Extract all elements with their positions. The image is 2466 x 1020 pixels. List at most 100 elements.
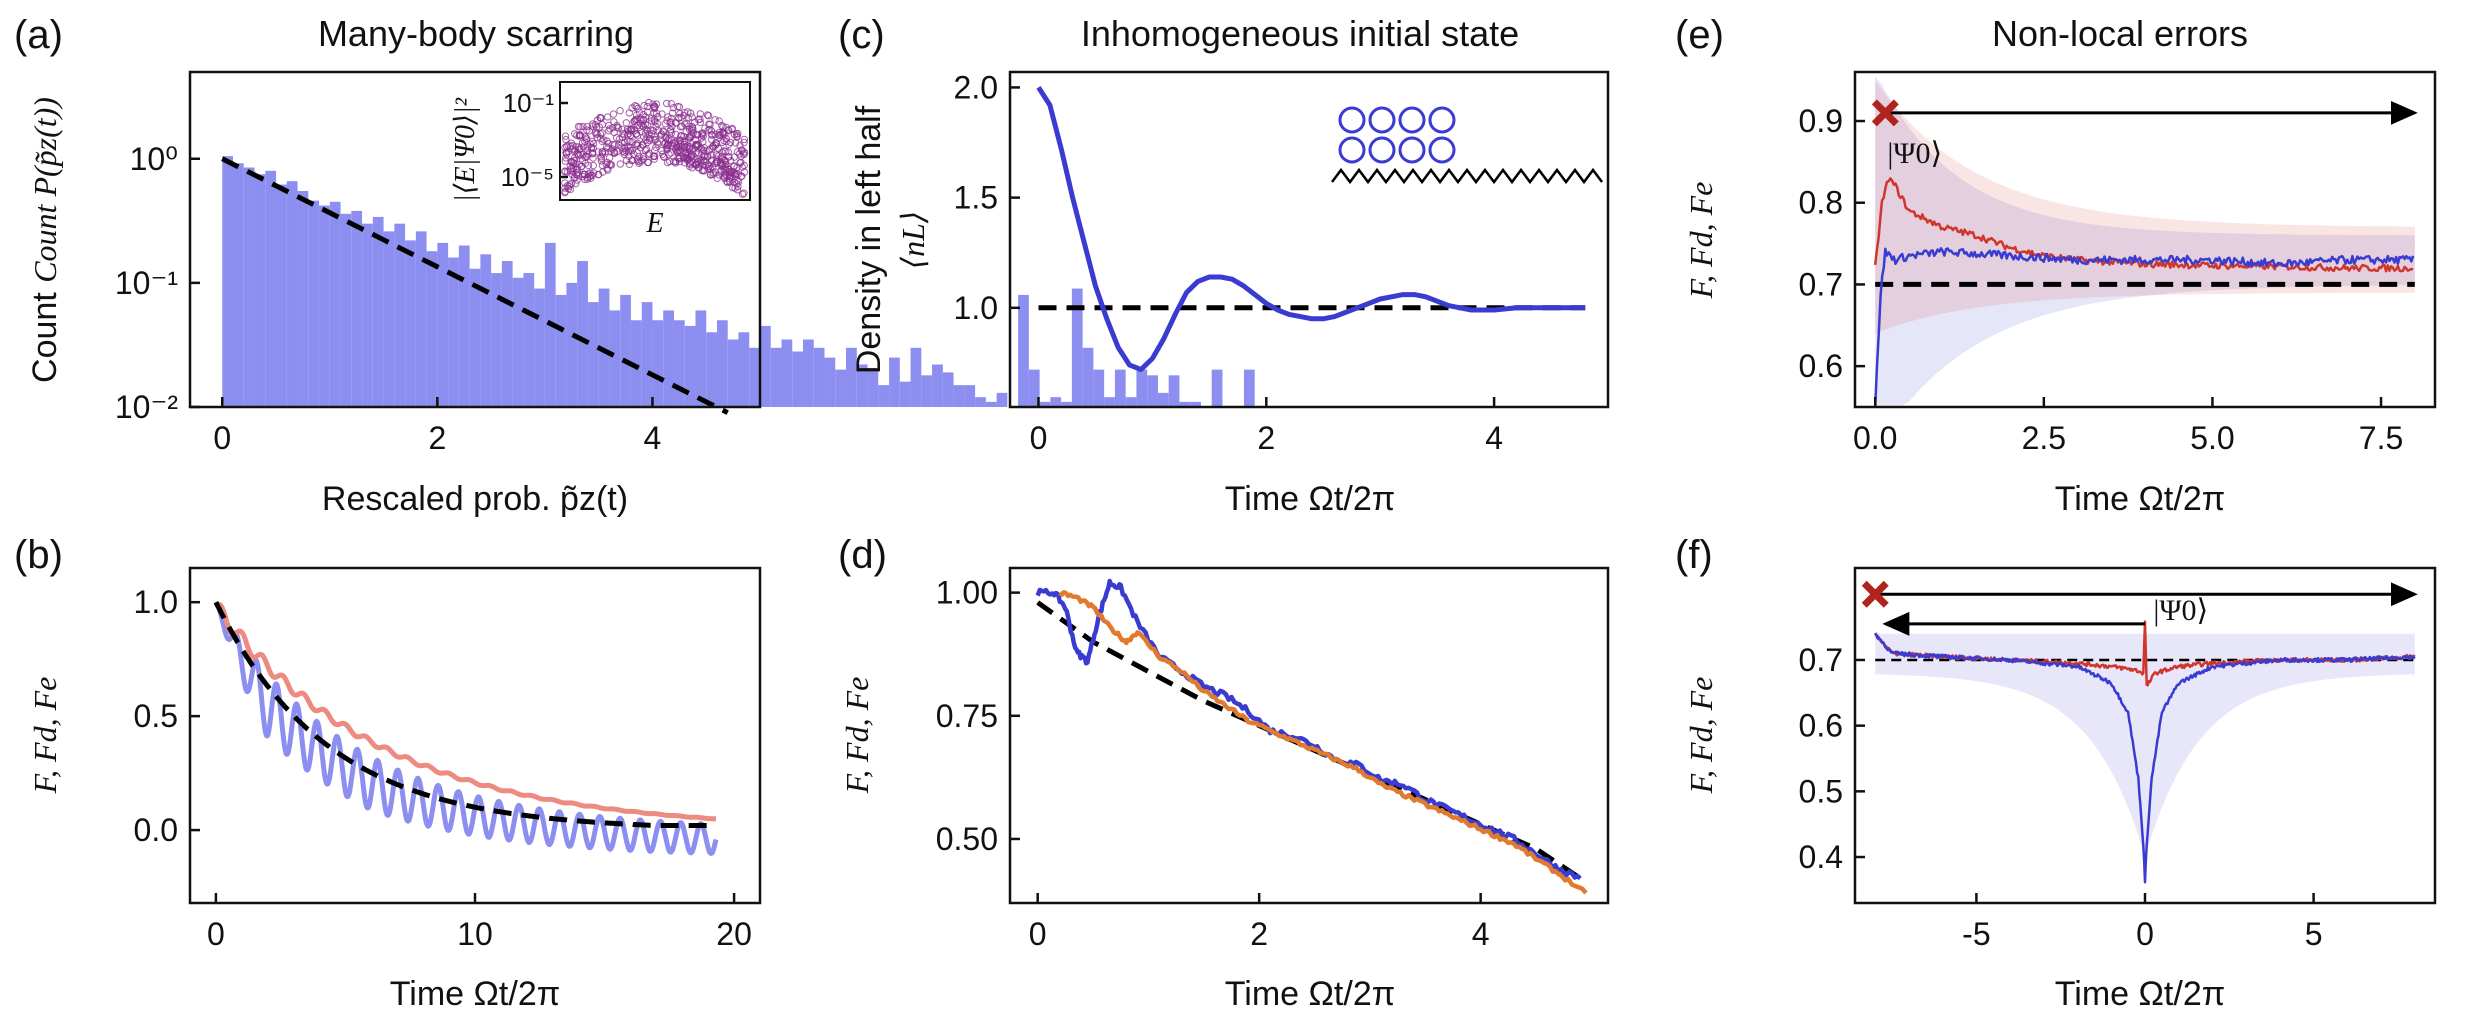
panel-d-frame bbox=[1008, 566, 1610, 905]
histogram-bar bbox=[286, 181, 298, 407]
inset-point bbox=[575, 145, 583, 154]
panel-c-ylabel-line2: ⟨nL⟩ bbox=[895, 211, 931, 270]
histogram-bar bbox=[587, 302, 599, 407]
histogram-bar bbox=[695, 310, 707, 407]
inset-point bbox=[698, 130, 707, 138]
inset-point bbox=[578, 139, 587, 147]
inset-point bbox=[707, 127, 716, 135]
inset-point bbox=[678, 122, 686, 130]
inset-point bbox=[562, 154, 570, 162]
inset-point bbox=[583, 146, 591, 155]
inset-point bbox=[651, 103, 659, 112]
histogram-bar bbox=[383, 231, 395, 407]
panel-a-xtick-label: 4 bbox=[644, 420, 662, 456]
panel-a-ytick-label: 10⁰ bbox=[130, 141, 178, 177]
histogram-bar bbox=[706, 332, 717, 407]
histogram-bar bbox=[684, 325, 696, 407]
histogram-bar bbox=[1082, 347, 1094, 407]
panel-e-title: Non-local errors bbox=[1992, 13, 2248, 54]
inset-point bbox=[703, 111, 712, 119]
panel-d-series-F bbox=[1035, 578, 1582, 881]
histogram-bar bbox=[265, 170, 277, 407]
histogram-bar bbox=[319, 205, 330, 407]
inset-point bbox=[676, 154, 684, 162]
inset-point bbox=[694, 131, 702, 139]
histogram-bar bbox=[620, 294, 631, 407]
panel-d-lines bbox=[1035, 578, 1588, 895]
panel-e-ticks: 0.0 2.5 5.0 7.5 0.9 0.8 0.7 0.6 bbox=[1799, 103, 2404, 456]
inset-point bbox=[658, 110, 666, 118]
inset-point bbox=[587, 144, 596, 152]
histogram-bar bbox=[555, 294, 567, 407]
histogram-bar bbox=[1028, 369, 1040, 407]
histogram-bar bbox=[437, 242, 449, 407]
inset-point bbox=[719, 130, 727, 138]
panel-d-xlabel: Time Ωt/2π bbox=[1225, 975, 1395, 1013]
inset-point bbox=[736, 141, 744, 150]
inset-point bbox=[594, 148, 602, 156]
panel-e-xtick-label: 0.0 bbox=[1853, 420, 1897, 456]
panel-c-frame bbox=[1008, 70, 1610, 409]
inset-point bbox=[686, 143, 694, 151]
inset-point bbox=[738, 146, 746, 155]
histogram-bar bbox=[523, 273, 535, 407]
histogram-bar bbox=[856, 364, 868, 407]
panel-c-xtick-label: 0 bbox=[1030, 420, 1048, 456]
histogram-bar bbox=[792, 351, 804, 407]
inset-point bbox=[609, 110, 618, 118]
inset-point bbox=[725, 153, 733, 161]
panel-e-state-label: |Ψ0⟩ bbox=[1887, 137, 1942, 170]
panel-f-ylabel: F, Fd, Fe bbox=[1683, 677, 1719, 795]
panel-d-xtick-label: 0 bbox=[1029, 916, 1047, 952]
panel-f-band-F bbox=[1875, 633, 2415, 857]
inset-point bbox=[645, 98, 653, 107]
inset-point bbox=[722, 160, 730, 169]
inset-point bbox=[608, 145, 617, 153]
inset-point bbox=[607, 161, 616, 169]
inset-point bbox=[605, 121, 613, 130]
histogram-bar bbox=[372, 216, 384, 407]
histogram-bar bbox=[663, 310, 674, 407]
inset-point bbox=[625, 160, 634, 169]
histogram-bar bbox=[899, 381, 911, 407]
inset-point bbox=[589, 139, 598, 148]
histogram-bar bbox=[1018, 294, 1029, 407]
histogram-bar bbox=[534, 288, 545, 407]
inset-point bbox=[733, 180, 741, 188]
inset-point bbox=[725, 174, 734, 183]
panel-d-xtick-label: 2 bbox=[1250, 916, 1268, 952]
inset-point bbox=[561, 184, 569, 192]
panel-f: (f) -5 0 5 0.7 0.6 0.5 0.4 F, Fd, Fe Time Ωt/2… bbox=[1675, 533, 2437, 1013]
histogram-bar bbox=[222, 156, 234, 407]
inset-point bbox=[625, 129, 633, 138]
histogram-bar bbox=[297, 190, 309, 407]
inset-point bbox=[680, 143, 689, 151]
inset-point bbox=[722, 137, 730, 146]
inset-point bbox=[568, 170, 576, 179]
histogram-bar bbox=[308, 200, 320, 407]
inset-point bbox=[650, 155, 658, 163]
inset-point bbox=[643, 108, 652, 116]
inset-point bbox=[668, 141, 676, 150]
histogram-bar bbox=[942, 372, 954, 407]
panel-f-ticks: -5 0 5 0.7 0.6 0.5 0.4 bbox=[1799, 642, 2323, 952]
inset-point bbox=[737, 158, 745, 167]
histogram-bar bbox=[1039, 401, 1051, 407]
panel-a-letter: (a) bbox=[14, 13, 63, 57]
inset-point bbox=[700, 144, 708, 152]
inset-point bbox=[686, 160, 694, 168]
inset-point bbox=[689, 126, 697, 134]
inset-point bbox=[618, 143, 626, 151]
inset-point bbox=[670, 140, 679, 148]
inset-point bbox=[738, 190, 747, 198]
inset-point bbox=[589, 161, 597, 170]
panel-e-ylabel: F, Fd, Fe bbox=[1683, 182, 1719, 300]
inset-point bbox=[573, 176, 581, 184]
histogram-bar bbox=[415, 231, 427, 407]
panel-b-xlabel: Time Ωt/2π bbox=[390, 975, 560, 1013]
inset-point bbox=[666, 118, 674, 127]
inset-point bbox=[663, 158, 672, 167]
inset-point bbox=[736, 159, 744, 167]
panel-c-xtick-label: 2 bbox=[1257, 420, 1275, 456]
inset-point bbox=[566, 162, 574, 170]
